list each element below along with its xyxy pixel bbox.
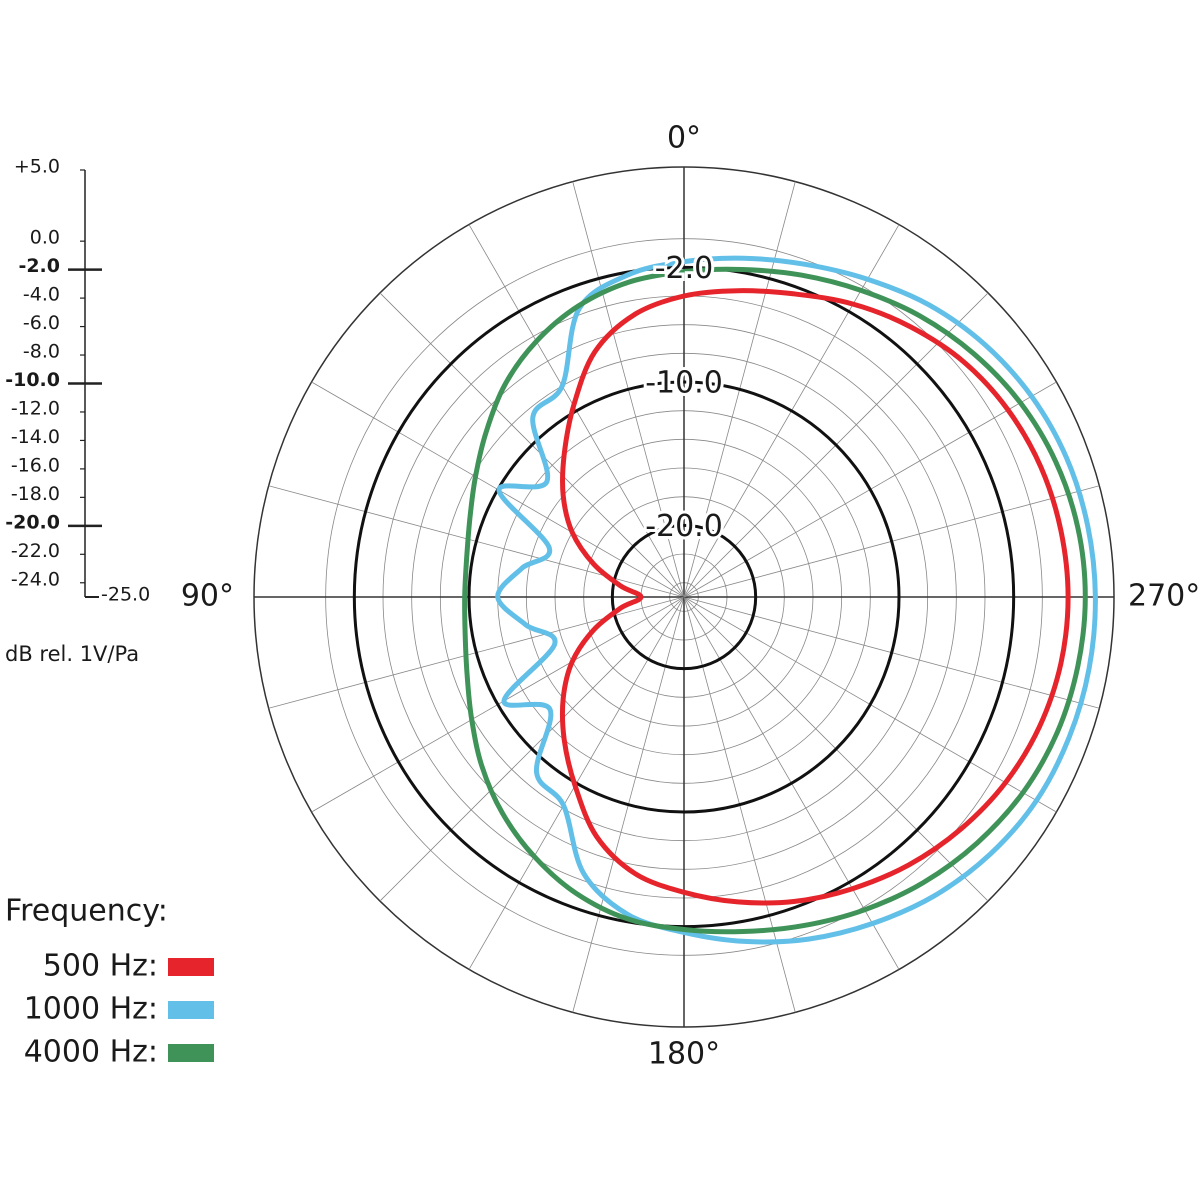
angle-label: 180° <box>648 1037 720 1072</box>
y-axis-label: dB rel. 1V/Pa <box>5 642 139 666</box>
y-tick-label: -14.0 <box>11 426 60 448</box>
y-tick-label: -2.0 <box>18 255 60 277</box>
y-tick-label: 0.0 <box>30 227 60 249</box>
series-line <box>462 266 1088 935</box>
y-tick-label: -6.0 <box>23 312 60 334</box>
legend-label: 4000 Hz: <box>24 1035 158 1070</box>
legend-swatch <box>168 1044 214 1062</box>
y-tick-label: -18.0 <box>11 483 60 505</box>
y-tick-label: -12.0 <box>11 397 60 419</box>
y-tick-label: -24.0 <box>11 568 60 590</box>
angle-label: 270° <box>1128 579 1200 614</box>
angle-label: 0° <box>667 121 701 156</box>
y-tick-label: -20.0 <box>5 511 60 533</box>
y-tick-label: -16.0 <box>11 454 60 476</box>
angle-label: 90° <box>181 579 234 614</box>
y-tick-label: -4.0 <box>23 284 60 306</box>
y-tick-label: -8.0 <box>23 341 60 363</box>
r-tick-label: -2.0 <box>655 251 714 286</box>
r-tick-circle <box>352 265 1016 929</box>
legend-label: 1000 Hz: <box>24 992 158 1027</box>
r-tick-circle <box>610 523 758 671</box>
legend-label: 500 Hz: <box>43 949 158 984</box>
y-tick-label: -10.0 <box>5 369 60 391</box>
r-tick-label: -10.0 <box>645 366 723 401</box>
legend-swatch <box>168 1001 214 1019</box>
legend-swatch <box>168 958 214 976</box>
y-tick-label: +5.0 <box>14 156 60 178</box>
r-tick-circle <box>467 380 901 814</box>
y-tick-label: -25.0 <box>101 584 150 606</box>
series-line <box>495 255 1098 945</box>
y-tick-label: -22.0 <box>11 540 60 562</box>
r-tick-label: -20.0 <box>645 509 723 544</box>
legend-title: Frequency: <box>5 894 168 929</box>
series-line <box>559 288 1071 906</box>
